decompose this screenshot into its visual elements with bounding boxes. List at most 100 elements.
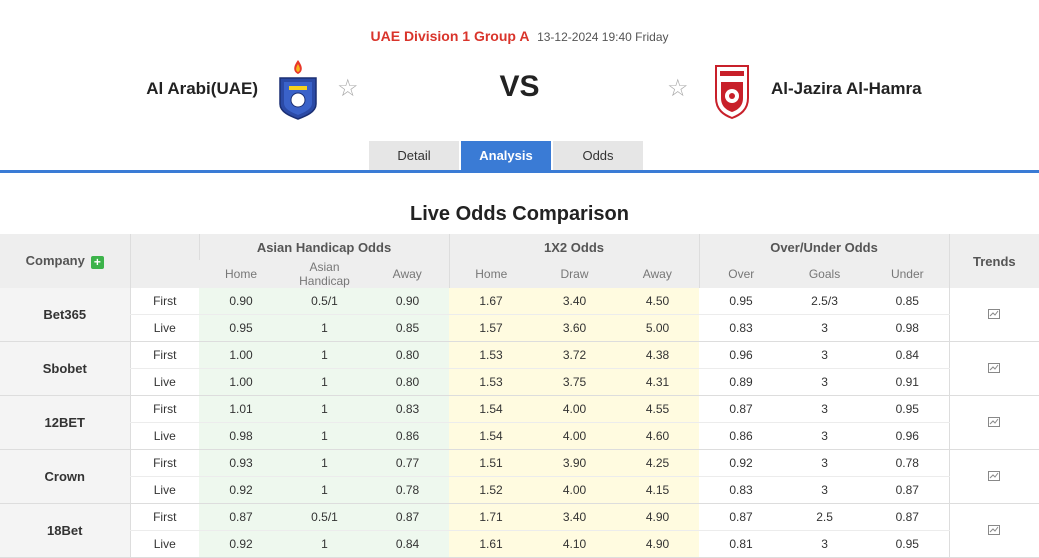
odds-ah-handicap: 1 xyxy=(283,395,366,423)
stage-header xyxy=(129,234,199,288)
odds-ah-home: 1.00 xyxy=(199,368,283,396)
odds-ou-under: 0.78 xyxy=(866,449,950,477)
odds-ah-home: 1.01 xyxy=(199,395,283,423)
odds-ah-handicap: 0.5/1 xyxy=(283,503,366,531)
chart-line-icon[interactable] xyxy=(988,524,1001,535)
odds-ou-goals: 3 xyxy=(783,395,867,423)
odds-row: Live 0.98 1 0.86 1.54 4.00 4.60 0.86 3 0.96 xyxy=(0,422,1039,450)
subheader-ah-handicap: Asian Handicap xyxy=(283,260,366,288)
odds-row: Sbobet First 1.00 1 0.80 1.53 3.72 4.38 0.96 3 0.8… xyxy=(0,341,1039,396)
subheader-ou-under: Under xyxy=(866,260,950,288)
odds-row: Live 0.92 1 0.78 1.52 4.00 4.15 0.83 3 0.87 xyxy=(0,476,1039,504)
odds-ah-handicap: 1 xyxy=(283,314,366,342)
odds-1x2-home: 1.67 xyxy=(449,288,533,315)
company-name[interactable]: Bet365 xyxy=(0,288,130,342)
odds-row: Live 0.92 1 0.84 1.61 4.10 4.90 0.81 3 0.95 xyxy=(0,530,1039,558)
odds-ou-under: 0.87 xyxy=(866,503,950,531)
odds-ah-home: 0.92 xyxy=(199,476,283,504)
company-header-label: Company xyxy=(25,253,85,269)
section-title: Live Odds Comparison xyxy=(410,203,629,225)
company-name[interactable]: Sbobet xyxy=(0,341,130,396)
stage-label: Live xyxy=(129,314,199,342)
odds-1x2-draw: 4.10 xyxy=(533,530,616,558)
odds-1x2-draw: 3.40 xyxy=(533,288,616,315)
odds-ah-away: 0.77 xyxy=(366,449,449,477)
away-team-name[interactable]: Al-Jazira Al-Hamra xyxy=(771,79,922,98)
trend-cell[interactable] xyxy=(948,503,1039,558)
odds-ah-home: 0.95 xyxy=(199,314,283,342)
subheader-ah-away: Away xyxy=(366,260,449,288)
odds-ou-under: 0.95 xyxy=(866,530,950,558)
odds-ah-home: 0.92 xyxy=(199,530,283,558)
home-team-logo[interactable] xyxy=(276,58,320,120)
odds-ah-away: 0.80 xyxy=(366,368,449,396)
company-name[interactable]: 12BET xyxy=(0,395,130,450)
odds-ah-handicap: 1 xyxy=(283,368,366,396)
odds-1x2-home: 1.57 xyxy=(449,314,533,342)
tab-underline xyxy=(0,170,1039,173)
odds-1x2-away: 4.25 xyxy=(616,449,700,477)
favorite-home-star-icon[interactable]: ☆ xyxy=(337,75,359,102)
company-name[interactable]: Crown xyxy=(0,449,130,504)
over-under-header: Over/Under Odds xyxy=(698,234,950,260)
trend-cell[interactable] xyxy=(948,288,1039,342)
odds-ou-goals: 3 xyxy=(783,368,867,396)
odds-comparison-table: Company + Asian Handicap Odds 1X2 Odds Ov… xyxy=(0,234,1039,558)
odds-1x2-away: 4.55 xyxy=(616,395,700,423)
odds-1x2-draw: 4.00 xyxy=(533,476,616,504)
subheader-ou-goals: Goals xyxy=(783,260,867,288)
odds-ah-away: 0.86 xyxy=(366,422,449,450)
odds-1x2-home: 1.61 xyxy=(449,530,533,558)
stage-label: First xyxy=(129,503,199,531)
chart-line-icon[interactable] xyxy=(988,362,1001,373)
subheader-ou-over: Over xyxy=(698,260,784,288)
stage-label: Live xyxy=(129,476,199,504)
odds-ou-under: 0.87 xyxy=(866,476,950,504)
tab-detail[interactable]: Detail xyxy=(369,141,459,171)
stage-label: First xyxy=(129,449,199,477)
odds-row: Live 0.95 1 0.85 1.57 3.60 5.00 0.83 3 0.98 xyxy=(0,314,1039,342)
chart-line-icon[interactable] xyxy=(988,470,1001,481)
stage-label: Live xyxy=(129,530,199,558)
odds-row: 18Bet First 0.87 0.5/1 0.87 1.71 3.40 4.90 0.87 2… xyxy=(0,503,1039,558)
trends-header: Trends xyxy=(948,234,1039,288)
league-name[interactable]: UAE Division 1 Group A xyxy=(370,28,530,44)
odds-ou-goals: 3 xyxy=(783,476,867,504)
trend-cell[interactable] xyxy=(948,449,1039,504)
favorite-away-star-icon[interactable]: ☆ xyxy=(667,75,689,102)
odds-1x2-draw: 4.00 xyxy=(533,395,616,423)
odds-ah-away: 0.85 xyxy=(366,314,449,342)
odds-1x2-away: 4.15 xyxy=(616,476,700,504)
chart-line-icon[interactable] xyxy=(988,416,1001,427)
odds-1x2-home: 1.53 xyxy=(449,368,533,396)
odds-ou-under: 0.91 xyxy=(866,368,950,396)
add-company-plus-icon[interactable]: + xyxy=(90,255,104,269)
chart-line-icon[interactable] xyxy=(988,308,1001,319)
odds-ou-over: 0.96 xyxy=(699,341,784,369)
odds-1x2-home: 1.54 xyxy=(449,395,533,423)
odds-1x2-draw: 3.40 xyxy=(533,503,616,531)
home-team-name[interactable]: Al Arabi(UAE) xyxy=(146,79,258,98)
trend-cell[interactable] xyxy=(948,395,1039,450)
odds-ou-goals: 3 xyxy=(783,530,867,558)
trend-cell[interactable] xyxy=(948,341,1039,396)
odds-ah-away: 0.83 xyxy=(366,395,449,423)
subheader-1x2-away: Away xyxy=(616,260,700,288)
away-team-logo[interactable] xyxy=(710,58,754,120)
tab-analysis[interactable]: Analysis xyxy=(461,141,551,171)
odds-ah-home: 0.93 xyxy=(199,449,283,477)
odds-row: 12BET First 1.01 1 0.83 1.54 4.00 4.55 0.87 3 0.95 xyxy=(0,395,1039,450)
odds-ou-over: 0.81 xyxy=(699,530,784,558)
odds-1x2-home: 1.51 xyxy=(449,449,533,477)
odds-ou-under: 0.95 xyxy=(866,395,950,423)
odds-ou-goals: 3 xyxy=(783,314,867,342)
odds-1x2-away: 4.60 xyxy=(616,422,700,450)
odds-ou-over: 0.83 xyxy=(699,314,784,342)
odds-1x2-draw: 3.90 xyxy=(533,449,616,477)
odds-1x2-home: 1.52 xyxy=(449,476,533,504)
odds-ah-home: 0.98 xyxy=(199,422,283,450)
tab-odds[interactable]: Odds xyxy=(553,141,643,171)
odds-1x2-away: 4.90 xyxy=(616,503,700,531)
league-info: UAE Division 1 Group A 13-12-2024 19:40 … xyxy=(0,28,1039,44)
company-name[interactable]: 18Bet xyxy=(0,503,130,558)
